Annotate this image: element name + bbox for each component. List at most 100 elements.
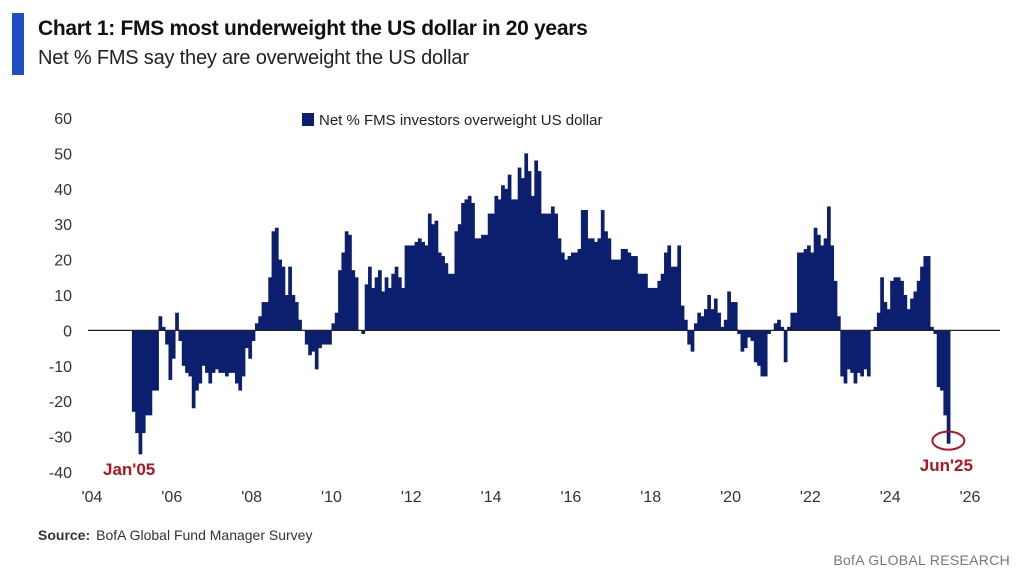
bar — [683, 319, 688, 331]
bar — [248, 330, 253, 359]
bar — [680, 305, 685, 331]
bar — [477, 238, 482, 331]
bar — [494, 195, 499, 331]
bar — [807, 245, 811, 331]
bar — [660, 273, 665, 331]
bar — [291, 295, 296, 331]
bar — [171, 330, 176, 359]
bar — [883, 302, 888, 331]
bar — [464, 199, 469, 331]
bar — [168, 330, 173, 380]
bar — [198, 330, 203, 384]
annotation-circle — [931, 430, 966, 451]
bar — [135, 330, 139, 434]
bar — [567, 256, 572, 331]
bar — [258, 316, 263, 331]
bar — [447, 273, 452, 331]
source-label: Source: — [38, 527, 91, 543]
bar — [946, 330, 951, 444]
bar — [846, 330, 851, 370]
bar — [311, 330, 316, 352]
bar — [727, 291, 731, 331]
bar — [687, 330, 692, 345]
bar — [321, 330, 326, 345]
bar — [421, 241, 425, 331]
bar — [361, 330, 366, 334]
bar — [617, 259, 622, 331]
bar — [205, 330, 209, 373]
bar — [324, 330, 329, 345]
bar — [860, 330, 864, 377]
bar — [817, 234, 821, 331]
bar — [235, 330, 239, 384]
bar — [850, 330, 854, 373]
bar — [437, 252, 442, 331]
bar — [733, 302, 738, 331]
bar — [228, 330, 233, 373]
bar — [218, 330, 223, 373]
bar — [767, 330, 771, 334]
x-tick-label: '04 — [82, 489, 103, 506]
bar — [145, 330, 149, 416]
y-tick-label: 50 — [54, 146, 72, 163]
bar — [886, 309, 891, 331]
bar — [703, 309, 708, 331]
bar — [873, 326, 878, 331]
bar — [913, 291, 918, 331]
bar — [241, 330, 246, 377]
bar — [417, 238, 422, 331]
bar — [783, 330, 788, 363]
bar — [920, 266, 924, 331]
bar — [634, 256, 638, 331]
bar — [880, 277, 884, 331]
bar — [328, 330, 332, 345]
bar — [264, 302, 269, 331]
bar — [737, 330, 741, 334]
bar — [650, 287, 655, 331]
annotation-jun25: Jun'25 — [920, 456, 973, 475]
bar — [544, 213, 549, 331]
bar — [624, 248, 628, 331]
bar — [587, 238, 592, 331]
x-tick-label: '16 — [560, 489, 581, 506]
bar — [521, 178, 525, 331]
bar — [753, 330, 758, 363]
bar — [820, 245, 825, 331]
bar — [334, 312, 339, 331]
bar — [338, 270, 342, 331]
bar — [467, 195, 472, 331]
bar — [793, 312, 798, 331]
bar — [461, 202, 465, 331]
bar — [427, 213, 432, 331]
bar — [401, 287, 406, 331]
bar — [387, 287, 392, 331]
bar — [777, 319, 781, 331]
bar — [457, 224, 462, 331]
bar — [876, 312, 881, 331]
bar — [787, 326, 791, 331]
bar — [191, 330, 196, 409]
bar — [474, 238, 479, 331]
bar — [664, 252, 668, 331]
bar — [740, 330, 745, 352]
y-tick-label: -30 — [49, 430, 72, 447]
bar — [374, 277, 379, 331]
bar — [281, 266, 286, 331]
bar — [507, 174, 512, 331]
y-tick-label: 10 — [54, 288, 72, 305]
bar — [750, 330, 755, 342]
bar — [720, 326, 725, 331]
y-tick-label: -10 — [49, 359, 72, 376]
bar — [351, 270, 356, 331]
bar — [185, 330, 189, 373]
bar — [866, 330, 871, 377]
bar — [531, 195, 535, 331]
bar — [640, 273, 645, 331]
bar — [158, 316, 163, 331]
bar — [710, 309, 715, 331]
bar — [896, 277, 901, 331]
bar — [238, 330, 243, 391]
bar — [497, 199, 502, 331]
bar — [843, 330, 848, 384]
bar — [574, 252, 578, 331]
